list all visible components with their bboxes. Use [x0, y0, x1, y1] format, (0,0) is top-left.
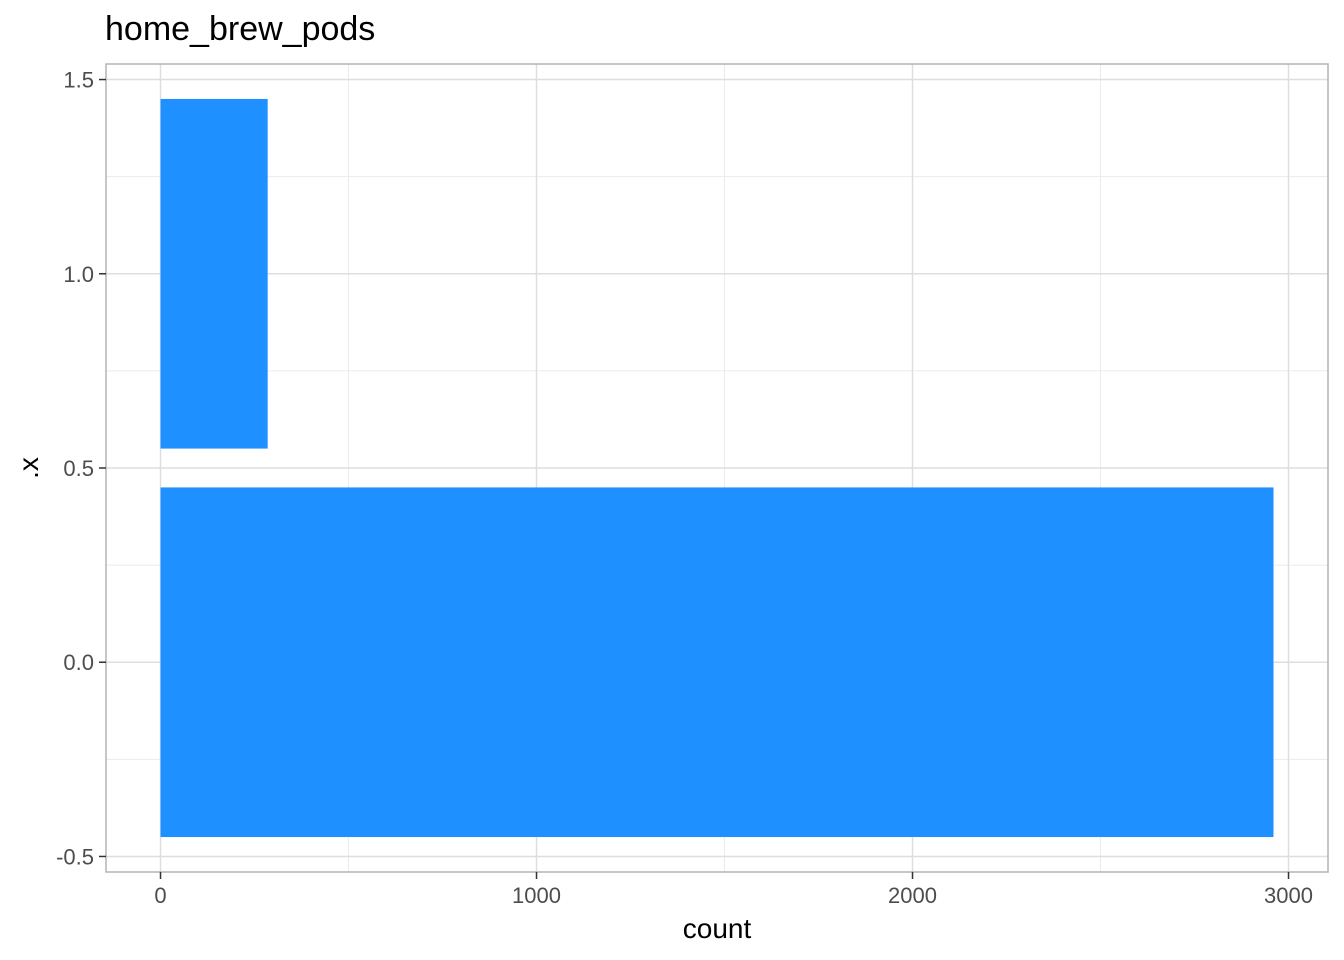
bar-0	[160, 487, 1274, 838]
y-tick-label: 0.0	[63, 650, 94, 675]
x-tick-label: 1000	[512, 883, 561, 908]
bar-1	[160, 98, 268, 449]
bars	[160, 98, 1274, 838]
y-tick-label: 0.5	[63, 456, 94, 481]
chart-title: home_brew_pods	[105, 10, 375, 48]
x-tick-label: 3000	[1264, 883, 1313, 908]
y-tick-label: 1.0	[63, 262, 94, 287]
x-axis-title: count	[683, 913, 752, 944]
x-tick-label: 0	[154, 883, 166, 908]
x-axis: 0 1000 2000 3000	[154, 872, 1313, 908]
x-tick-label: 2000	[888, 883, 937, 908]
y-axis: -0.5 0.0 0.5 1.0 1.5	[56, 68, 106, 869]
y-tick-label: -0.5	[56, 844, 94, 869]
y-tick-label: 1.5	[63, 68, 94, 93]
y-axis-title: .x	[13, 457, 44, 479]
